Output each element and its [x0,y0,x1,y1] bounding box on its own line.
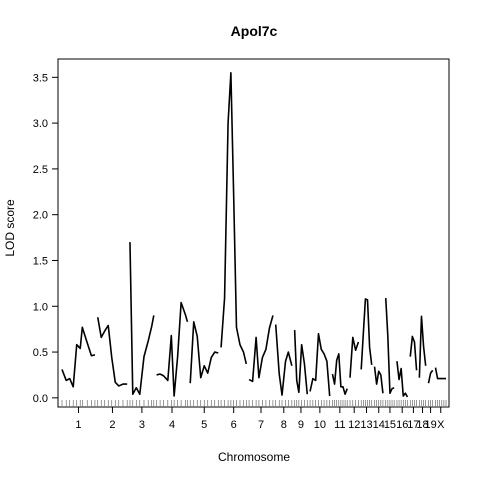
y-tick-label: 0.0 [33,393,48,405]
x-tick-label: 11 [334,419,345,431]
marker-rug [61,400,447,406]
lod-line-chr-18 [418,315,427,378]
x-tick-label: 9 [298,419,304,431]
y-axis-label: LOD score [3,199,17,257]
y-tick-label: 2.5 [33,164,48,176]
x-tick-label: 17 [407,419,419,431]
x-tick-label: 3 [139,419,145,431]
lod-line-chr-9 [293,330,309,395]
lod-line-chr-4 [156,301,189,397]
lod-line-chr-10 [309,332,331,397]
y-axis: 0.0 0.5 1.0 1.5 2.0 2.5 3.0 3.5 [33,72,59,405]
x-tick-label: 5 [201,419,207,431]
lod-line-chr-17 [409,335,418,371]
lod-line-chr-2 [96,317,128,387]
x-tick-label: 16 [396,419,408,431]
x-tick-label: 2 [109,419,115,431]
lod-line-chr-7 [248,315,274,383]
lod-line-chr-15 [384,297,395,395]
lod-line-chr-3 [129,242,155,395]
x-tick-label: X [437,419,445,431]
lod-line-chr-X [434,367,446,380]
x-tick-label: 4 [169,419,175,431]
lod-line-chr-11 [331,353,348,395]
y-tick-label: 3.5 [33,72,48,84]
x-tick-label: 14 [373,419,385,431]
y-tick-label: 1.5 [33,255,48,267]
x-tick-label: 19 [424,419,436,431]
x-tick-label: 1 [75,419,81,431]
lod-line-chr-19 [427,369,434,384]
x-tick-label: 6 [231,419,237,431]
lod-line-chr-6 [220,71,248,365]
x-tick-label: 13 [360,419,372,431]
lod-line-chr-8 [274,324,293,396]
y-tick-label: 0.5 [33,347,48,359]
x-tick-label: 7 [258,419,264,431]
lod-line-chr-16 [396,361,409,398]
x-tick-label: 10 [314,419,326,431]
lod-line-chr-12 [349,336,360,378]
lod-line-chr-1 [61,326,96,388]
chart-title: Apol7c [231,23,278,39]
lod-line-chr-13 [360,298,373,370]
lod-line-chr-14 [373,366,384,394]
x-tick-label: 18 [416,419,428,431]
x-axis-label: Chromosome [218,450,290,464]
y-tick-label: 1.0 [33,301,48,313]
y-tick-label: 3.0 [33,118,48,130]
x-tick-label: 8 [281,419,287,431]
lod-curves [61,71,446,398]
lod-line-chr-5 [189,321,219,384]
x-tick-label: 12 [348,419,360,431]
y-tick-label: 2.0 [33,210,48,222]
plot-frame [57,58,450,408]
x-tick-label: 15 [384,419,396,431]
